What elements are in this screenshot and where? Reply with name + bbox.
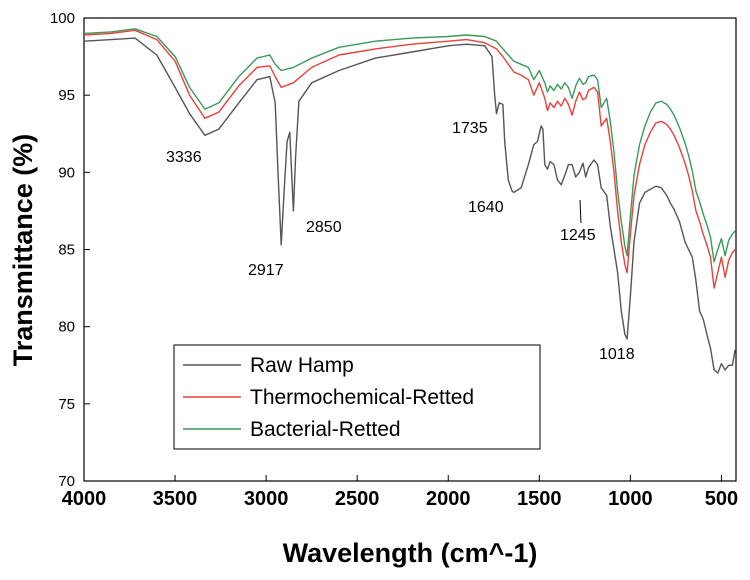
peak-label-3336: 3336 <box>166 149 202 166</box>
series-line-thermochemical-retted <box>84 29 736 289</box>
y-axis-ticks: 70 75 80 85 90 95 100 <box>50 10 90 490</box>
peak-label-1245: 1245 <box>560 227 596 244</box>
legend-label-thermochemical: Thermochemical-Retted <box>250 386 474 409</box>
peak-annotations: 3336 2917 2850 1735 1640 1245 1018 <box>166 120 635 363</box>
series-layer <box>84 28 736 374</box>
peak-label-1735: 1735 <box>452 120 488 137</box>
y-tick-label-100: 100 <box>50 10 75 27</box>
x-tick-label-1000: 1000 <box>608 488 653 510</box>
peak-label-1018: 1018 <box>599 346 635 363</box>
peak-leader-1245 <box>579 199 582 224</box>
legend-label-raw-hamp: Raw Hamp <box>250 354 354 377</box>
y-tick-label-80: 80 <box>58 319 75 336</box>
peak-label-2917: 2917 <box>248 262 284 279</box>
x-tick-label-500: 500 <box>705 488 738 510</box>
series-line-bacterial-retted <box>84 28 736 263</box>
legend-label-bacterial: Bacterial-Retted <box>250 418 401 441</box>
legend: Raw Hamp Thermochemical-Retted Bacterial… <box>173 344 541 450</box>
series-line-raw-hamp <box>84 37 736 374</box>
y-tick-label-85: 85 <box>58 242 75 259</box>
peak-label-1640: 1640 <box>468 199 504 216</box>
y-tick-label-75: 75 <box>58 396 75 413</box>
x-tick-label-2500: 2500 <box>335 488 380 510</box>
x-axis-title: Wavelength (cm^-1) <box>283 538 538 568</box>
y-axis-title: Transmittance (%) <box>8 134 38 367</box>
y-tick-label-90: 90 <box>58 164 75 181</box>
x-axis-ticks: 4000 3500 3000 2500 2000 1500 1000 500 <box>62 475 738 510</box>
x-tick-label-1500: 1500 <box>517 488 562 510</box>
x-tick-label-3000: 3000 <box>244 488 289 510</box>
x-tick-label-3500: 3500 <box>153 488 198 510</box>
peak-label-2850: 2850 <box>306 219 342 236</box>
x-tick-label-4000: 4000 <box>62 488 107 510</box>
y-tick-label-95: 95 <box>58 87 75 104</box>
x-tick-label-2000: 2000 <box>426 488 471 510</box>
y-tick-label-70: 70 <box>58 473 75 490</box>
